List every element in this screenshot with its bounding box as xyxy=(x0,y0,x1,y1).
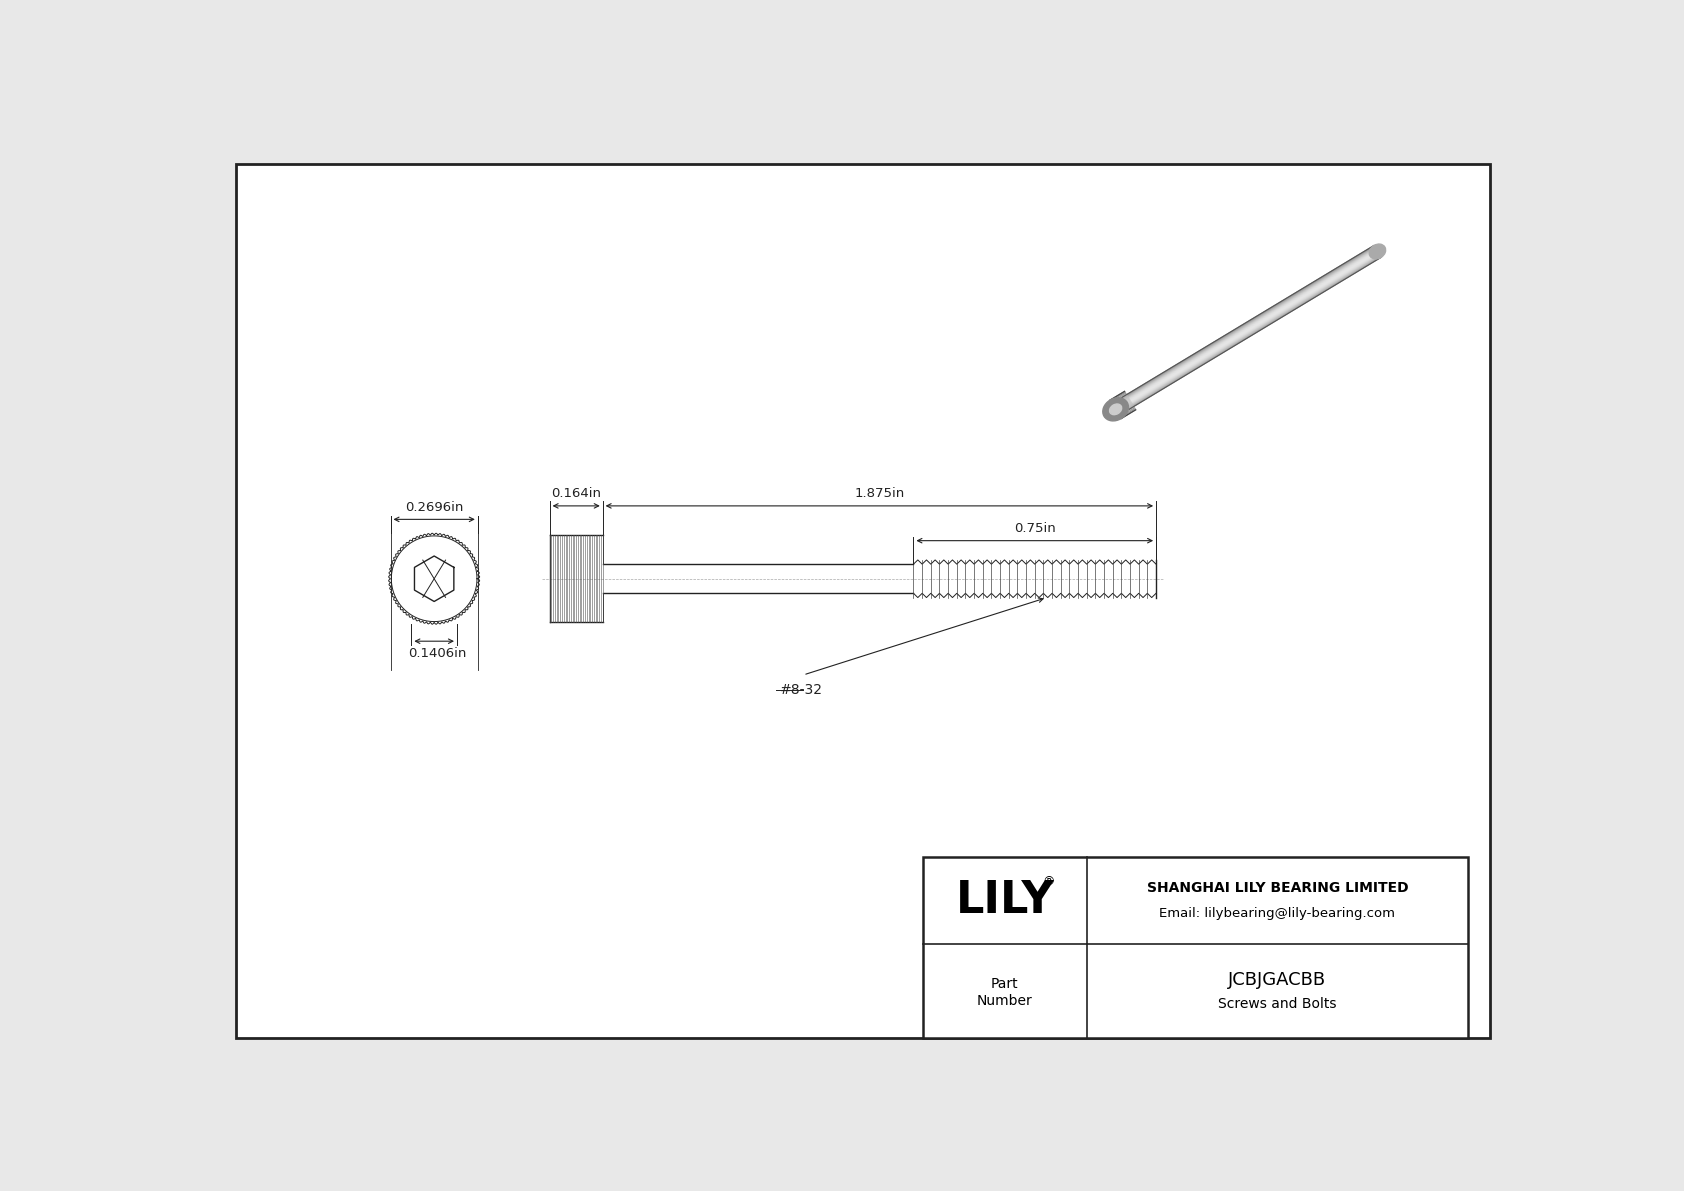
Text: Email: lilybearing@lily-bearing.com: Email: lilybearing@lily-bearing.com xyxy=(1160,908,1396,921)
Ellipse shape xyxy=(1110,404,1122,414)
Text: JCBJGACBB: JCBJGACBB xyxy=(1228,971,1327,989)
Text: LILY: LILY xyxy=(955,879,1054,922)
Text: 0.2696in: 0.2696in xyxy=(404,501,463,515)
Text: ®: ® xyxy=(1042,875,1054,888)
Text: Number: Number xyxy=(977,993,1032,1008)
Text: 0.75in: 0.75in xyxy=(1014,523,1056,535)
Text: 0.1406in: 0.1406in xyxy=(408,648,466,660)
Text: #8-32: #8-32 xyxy=(780,684,823,698)
Text: Part: Part xyxy=(992,977,1019,991)
Text: SHANGHAI LILY BEARING LIMITED: SHANGHAI LILY BEARING LIMITED xyxy=(1147,881,1408,894)
Bar xyxy=(923,858,1468,1039)
Text: Screws and Bolts: Screws and Bolts xyxy=(1218,998,1337,1011)
Text: 1.875in: 1.875in xyxy=(854,487,904,500)
Text: 0.164in: 0.164in xyxy=(551,487,601,500)
Ellipse shape xyxy=(1369,244,1386,258)
Ellipse shape xyxy=(1103,398,1128,420)
